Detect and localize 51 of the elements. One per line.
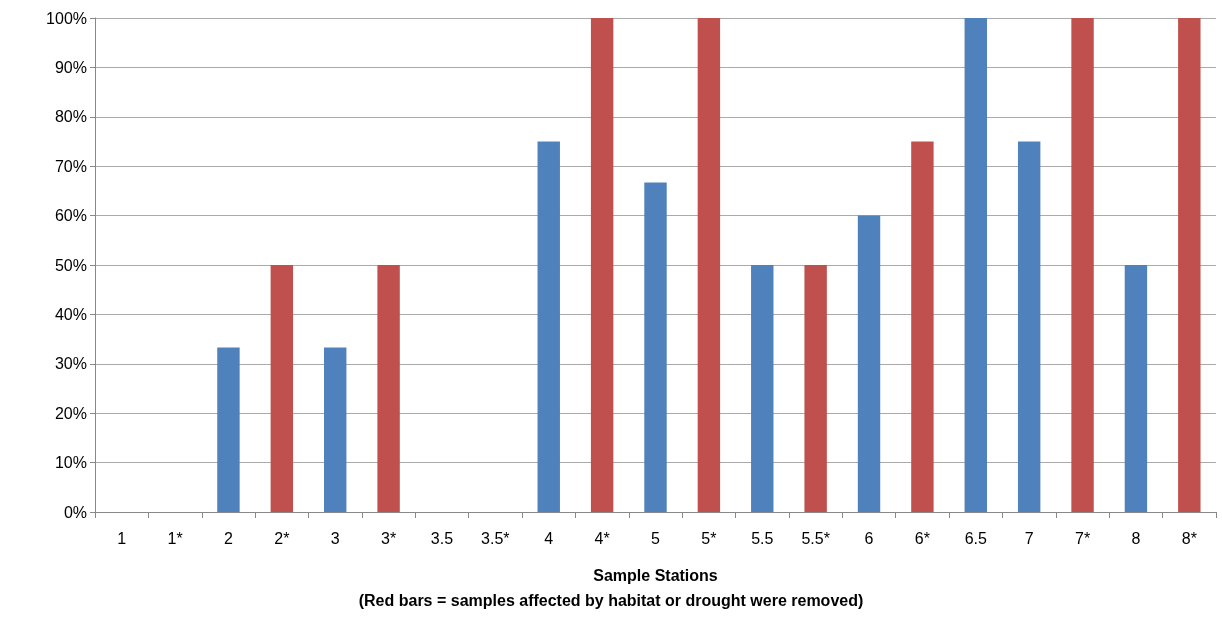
y-tick-label: 0% xyxy=(63,503,87,521)
y-tick-label: 40% xyxy=(54,305,87,323)
x-tick-label: 5.5 xyxy=(751,529,774,547)
x-tick-label: 1* xyxy=(167,529,183,547)
x-tick-label: 5.5* xyxy=(801,529,830,547)
x-tick-label: 5* xyxy=(701,529,717,547)
x-tick-label: 3 xyxy=(330,529,340,547)
bar xyxy=(1017,141,1041,512)
bar xyxy=(270,265,294,512)
x-tick-label: 2* xyxy=(274,529,290,547)
y-tick-label: 100% xyxy=(46,9,87,27)
bar xyxy=(1071,18,1094,512)
y-tick-label: 30% xyxy=(54,355,87,373)
x-tick-label: 1 xyxy=(117,529,127,547)
bar xyxy=(964,18,987,512)
x-tick-label: 3.5* xyxy=(481,529,510,547)
y-tick-label: 20% xyxy=(54,404,87,422)
x-tick-label: 4 xyxy=(544,529,554,547)
text: (Red bars = samples affected by habitat or drought were removed) xyxy=(358,591,864,609)
x-tick-label: 5 xyxy=(651,529,661,547)
x-tick-label: 3.5 xyxy=(430,529,454,547)
x-tick-label: 8 xyxy=(1131,529,1141,547)
y-tick-label: 60% xyxy=(54,207,87,225)
x-tick-label: 4* xyxy=(594,529,610,547)
y-tick-label: 70% xyxy=(54,157,87,175)
x-tick-label: 6 xyxy=(864,529,874,547)
bar xyxy=(537,141,560,512)
bar xyxy=(751,265,774,512)
bar xyxy=(217,347,240,512)
bar xyxy=(590,18,614,512)
bar xyxy=(324,347,347,512)
y-tick-label: 80% xyxy=(54,108,87,126)
x-tick-label: 6.5 xyxy=(964,529,987,547)
bar xyxy=(697,18,721,512)
x-tick-label: 3* xyxy=(381,529,397,547)
x-tick-label: 8* xyxy=(1181,529,1197,547)
bar xyxy=(377,265,400,512)
x-tick-label: 6* xyxy=(914,529,930,547)
y-tick-label: 90% xyxy=(54,58,87,76)
bar xyxy=(911,141,934,512)
bar xyxy=(857,215,881,512)
x-axis-title: Sample Stations xyxy=(593,566,718,584)
y-tick-label: 50% xyxy=(54,256,87,274)
y-tick-label: 10% xyxy=(54,454,87,472)
bar xyxy=(804,265,827,512)
bar xyxy=(644,182,667,512)
x-tick-label: 7 xyxy=(1024,529,1034,547)
x-tick-label: 2 xyxy=(224,529,233,547)
x-tick-label: 7* xyxy=(1074,529,1091,547)
bar xyxy=(1124,265,1148,512)
bar xyxy=(1178,18,1201,512)
